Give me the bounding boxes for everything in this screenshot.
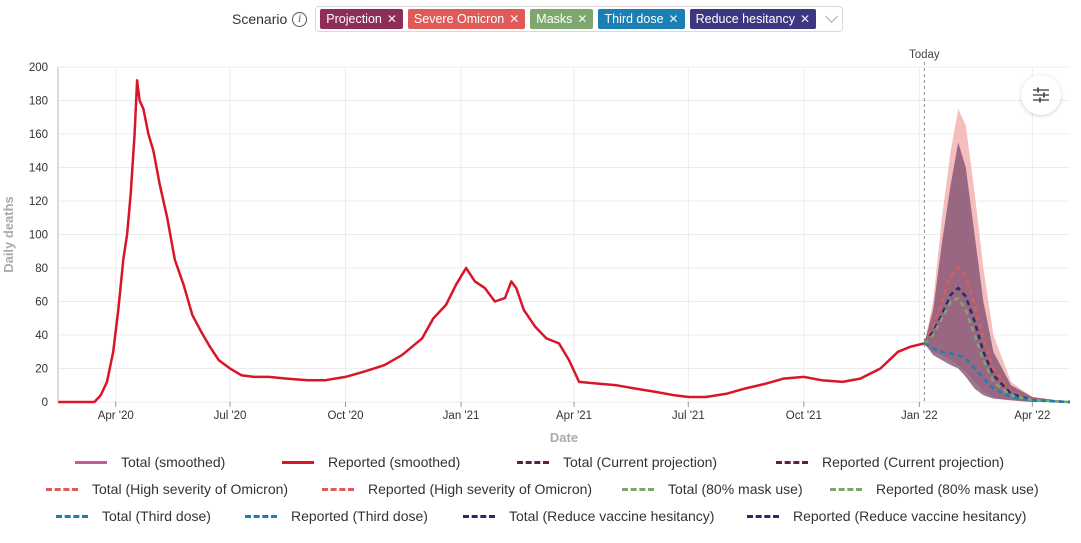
chip-label: Reduce hesitancy xyxy=(695,12,795,26)
scenario-label: Scenario xyxy=(232,11,288,27)
chart-settings-button[interactable] xyxy=(1021,75,1061,115)
legend-swatch xyxy=(830,487,862,491)
chip-label: Projection xyxy=(326,12,382,26)
legend-label: Total (Current projection) xyxy=(563,454,718,470)
x-tick-label: Jan '22 xyxy=(901,410,938,422)
chart-lines xyxy=(58,79,1071,404)
remove-icon[interactable]: ✕ xyxy=(386,12,397,26)
chip-projection[interactable]: Projection ✕ xyxy=(320,9,403,29)
legend-swatch xyxy=(75,460,107,464)
x-tick-label: Oct '21 xyxy=(786,410,822,422)
series-line xyxy=(923,266,1071,404)
legend-swatch xyxy=(322,487,354,491)
x-tick-label: Jul '21 xyxy=(672,410,705,422)
sliders-icon xyxy=(1033,87,1049,103)
legend-swatch xyxy=(46,487,78,491)
y-tick-label: 120 xyxy=(29,196,48,208)
scenario-multiselect[interactable]: Projection ✕ Severe Omicron ✕ Masks ✕ Third… xyxy=(315,6,844,32)
x-tick-label: Apr '22 xyxy=(1014,410,1050,422)
legend-item[interactable]: Total (80% mask use) xyxy=(622,481,803,497)
chart-grid xyxy=(58,66,1070,403)
x-tick-label: Apr '21 xyxy=(556,410,592,422)
chip-label: Third dose xyxy=(604,12,664,26)
y-axis-label: Daily deaths xyxy=(1,196,16,273)
legend-label: Reported (High severity of Omicron) xyxy=(368,481,593,497)
legend-label: Reported (Current projection) xyxy=(822,454,1005,470)
series-line xyxy=(58,79,925,404)
x-tick-label: Jan '21 xyxy=(443,410,480,422)
legend-item[interactable]: Total (Reduce vaccine hesitancy) xyxy=(463,508,714,524)
y-tick-label: 160 xyxy=(29,129,48,141)
chip-label: Masks xyxy=(536,12,573,26)
legend-swatch xyxy=(622,487,654,491)
legend-swatch xyxy=(776,460,808,464)
today-label: Today xyxy=(909,49,940,61)
series-line xyxy=(923,286,1071,404)
legend-label: Reported (Reduce vaccine hesitancy) xyxy=(793,508,1027,524)
remove-icon[interactable]: ✕ xyxy=(668,12,679,26)
series-line xyxy=(923,342,1071,404)
legend-label: Total (Third dose) xyxy=(102,508,211,524)
chip-severe-omicron[interactable]: Severe Omicron ✕ xyxy=(407,9,526,29)
y-tick-label: 80 xyxy=(35,263,48,275)
y-tick-label: 60 xyxy=(35,297,48,309)
y-tick-label: 40 xyxy=(35,330,48,342)
x-tick-label: Jul '20 xyxy=(214,410,247,422)
legend-swatch xyxy=(747,514,779,518)
chart-legend: Total (smoothed) Reported (smoothed) Total… xyxy=(0,448,1081,543)
legend-label: Total (High severity of Omicron) xyxy=(92,481,289,497)
legend-item[interactable]: Total (High severity of Omicron) xyxy=(46,481,288,497)
legend-item[interactable]: Total (Third dose) xyxy=(56,508,211,524)
chip-reduce-hesitancy[interactable]: Reduce hesitancy ✕ xyxy=(689,9,817,29)
legend-item[interactable]: Total (Current projection) xyxy=(517,454,717,470)
legend-swatch xyxy=(463,514,495,518)
y-tick-label: 180 xyxy=(29,96,48,108)
projection-band xyxy=(924,142,1070,402)
legend-item[interactable]: Reported (Third dose) xyxy=(245,508,428,524)
chip-label: Severe Omicron xyxy=(413,12,505,26)
legend-swatch xyxy=(282,460,314,464)
chart-axes: 0 20 40 60 80 100 120 140 160 180 200 Apr '20 Jul '2… xyxy=(1,49,1050,445)
legend-item[interactable]: Reported (Reduce vaccine hesitancy) xyxy=(747,508,1026,524)
legend-label: Total (Reduce vaccine hesitancy) xyxy=(509,508,715,524)
y-tick-label: 200 xyxy=(29,62,48,74)
series-line xyxy=(923,296,1071,404)
y-tick-label: 140 xyxy=(29,163,48,175)
remove-icon[interactable]: ✕ xyxy=(799,12,811,26)
chip-third-dose[interactable]: Third dose ✕ xyxy=(598,9,685,29)
daily-deaths-chart: 0 20 40 60 80 100 120 140 160 180 200 Apr '20 Jul '2… xyxy=(1,49,1071,445)
x-tick-label: Oct '20 xyxy=(327,410,363,422)
legend-label: Reported (smoothed) xyxy=(328,454,461,470)
remove-icon[interactable]: ✕ xyxy=(577,12,588,26)
x-axis-label: Date xyxy=(550,430,578,445)
scenario-selector: Scenario i Projection ✕ Severe Omicron ✕ M… xyxy=(232,5,844,33)
legend-swatch xyxy=(56,514,88,518)
x-tick-label: Apr '20 xyxy=(98,410,134,422)
legend-item[interactable]: Reported (smoothed) xyxy=(282,454,460,470)
chevron-down-icon[interactable] xyxy=(825,9,838,23)
legend-item[interactable]: Reported (80% mask use) xyxy=(830,481,1039,497)
projection-bands xyxy=(924,108,1070,402)
legend-label: Reported (80% mask use) xyxy=(876,481,1039,497)
chip-masks[interactable]: Masks ✕ xyxy=(530,9,594,29)
y-tick-label: 20 xyxy=(35,364,48,376)
legend-item[interactable]: Total (smoothed) xyxy=(75,454,225,470)
legend-item[interactable]: Reported (Current projection) xyxy=(776,454,1004,470)
info-icon[interactable]: i xyxy=(292,11,308,27)
remove-icon[interactable]: ✕ xyxy=(509,12,520,26)
legend-label: Total (80% mask use) xyxy=(668,481,803,497)
y-tick-label: 100 xyxy=(29,230,48,242)
legend-label: Total (smoothed) xyxy=(121,454,226,470)
legend-label: Reported (Third dose) xyxy=(291,508,428,524)
legend-swatch xyxy=(245,514,277,518)
legend-item[interactable]: Reported (High severity of Omicron) xyxy=(322,481,592,497)
legend-swatch xyxy=(517,460,549,464)
y-tick-label: 0 xyxy=(42,397,48,409)
